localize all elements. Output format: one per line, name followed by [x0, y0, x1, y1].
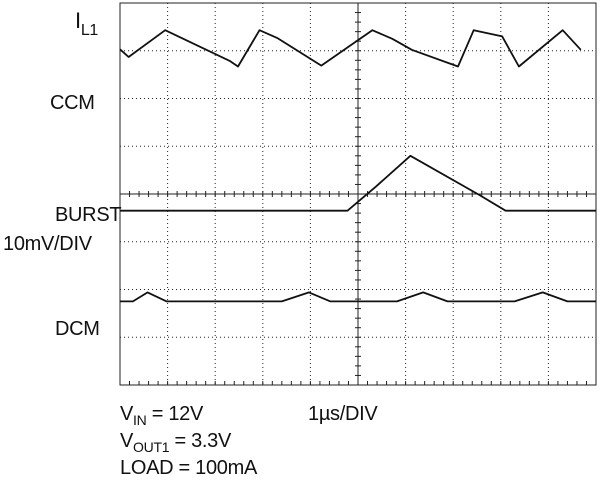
grid: [119, 2, 597, 386]
vin-subscript: IN: [133, 412, 147, 428]
vout-note: VOUT1 = 3.3V: [120, 430, 231, 455]
burst-trace-label: BURST: [55, 204, 122, 226]
trace-dcm: [120, 291, 596, 303]
burst-scale-label: 10mV/DIV: [3, 233, 92, 255]
vout-main: V: [120, 430, 134, 452]
il1-subscript: L1: [80, 22, 99, 39]
traces: [119, 29, 596, 303]
il1-main: I: [75, 8, 81, 33]
trace-burst: [120, 154, 596, 212]
il1-channel-label: IL1: [75, 8, 98, 40]
time-scale-note: 1µs/DIV: [308, 403, 378, 425]
load-note: LOAD = 100mA: [120, 457, 258, 479]
vout-value: = 3.3V: [169, 430, 232, 452]
dcm-trace-label: DCM: [55, 318, 100, 340]
vin-main: V: [120, 403, 134, 425]
vin-value: = 12V: [146, 403, 204, 425]
trace-ccm: [119, 29, 582, 68]
vout-subscript: OUT1: [133, 439, 170, 455]
ccm-trace-label: CCM: [50, 92, 95, 114]
vin-note: VIN = 12V: [120, 403, 203, 428]
